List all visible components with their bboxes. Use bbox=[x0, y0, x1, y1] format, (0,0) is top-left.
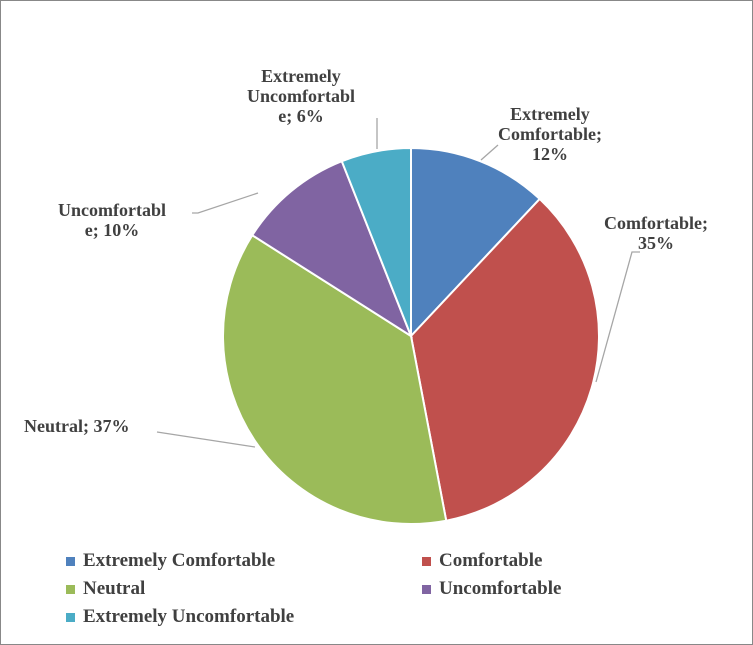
legend-item: Extremely Comfortable bbox=[66, 550, 275, 572]
data-label-neutral: Neutral; 37% bbox=[24, 416, 129, 436]
legend-label: Extremely Uncomfortable bbox=[83, 606, 295, 627]
legend-label: Uncomfortable bbox=[439, 578, 562, 599]
leader-line bbox=[595, 251, 640, 383]
legend-label: Extremely Comfortable bbox=[83, 550, 276, 571]
legend-swatch bbox=[66, 556, 75, 566]
label-line: e; 10% bbox=[84, 220, 140, 240]
label-line: Comfortable; bbox=[604, 213, 708, 233]
label-line: Extremely bbox=[510, 104, 590, 124]
legend-swatch bbox=[422, 556, 431, 566]
data-label-uncomfortable: Uncomfortabl e; 10% bbox=[58, 200, 166, 240]
legend-swatch bbox=[66, 612, 75, 622]
label-line: Uncomfortabl bbox=[247, 86, 355, 106]
label-line: Extremely bbox=[261, 66, 341, 86]
data-label-comfortable: Comfortable; 35% bbox=[604, 213, 708, 253]
label-line: 12% bbox=[531, 144, 568, 164]
data-label-extremely-uncomfortable: Extremely Uncomfortabl e; 6% bbox=[247, 66, 355, 126]
leader-line bbox=[156, 431, 256, 448]
legend-item: Comfortable bbox=[422, 550, 542, 572]
legend-label: Neutral bbox=[83, 578, 146, 599]
label-line: 35% bbox=[637, 233, 674, 253]
pie-slice-extremely-uncomfortable bbox=[340, 146, 412, 337]
data-label-extremely-comfortable: Extremely Comfortable; 12% bbox=[498, 104, 602, 164]
label-line: Comfortable; bbox=[498, 124, 602, 144]
legend-item: Neutral bbox=[66, 578, 145, 600]
pie-slice-neutral bbox=[222, 233, 448, 525]
pie-slice-extremely-comfortable bbox=[410, 146, 542, 339]
legend-label: Comfortable bbox=[439, 550, 543, 571]
legend-swatch bbox=[422, 584, 431, 594]
label-line: e; 6% bbox=[278, 106, 324, 126]
legend-swatch bbox=[66, 584, 75, 594]
pie-slice-comfortable bbox=[409, 197, 600, 522]
label-line: Neutral; 37% bbox=[24, 416, 130, 436]
pie-slice-uncomfortable bbox=[250, 159, 414, 339]
leader-line bbox=[480, 144, 499, 161]
label-line: Uncomfortabl bbox=[58, 200, 166, 220]
leader-line bbox=[192, 192, 259, 214]
legend-item: Extremely Uncomfortable bbox=[66, 606, 294, 628]
legend-item: Uncomfortable bbox=[422, 578, 561, 600]
